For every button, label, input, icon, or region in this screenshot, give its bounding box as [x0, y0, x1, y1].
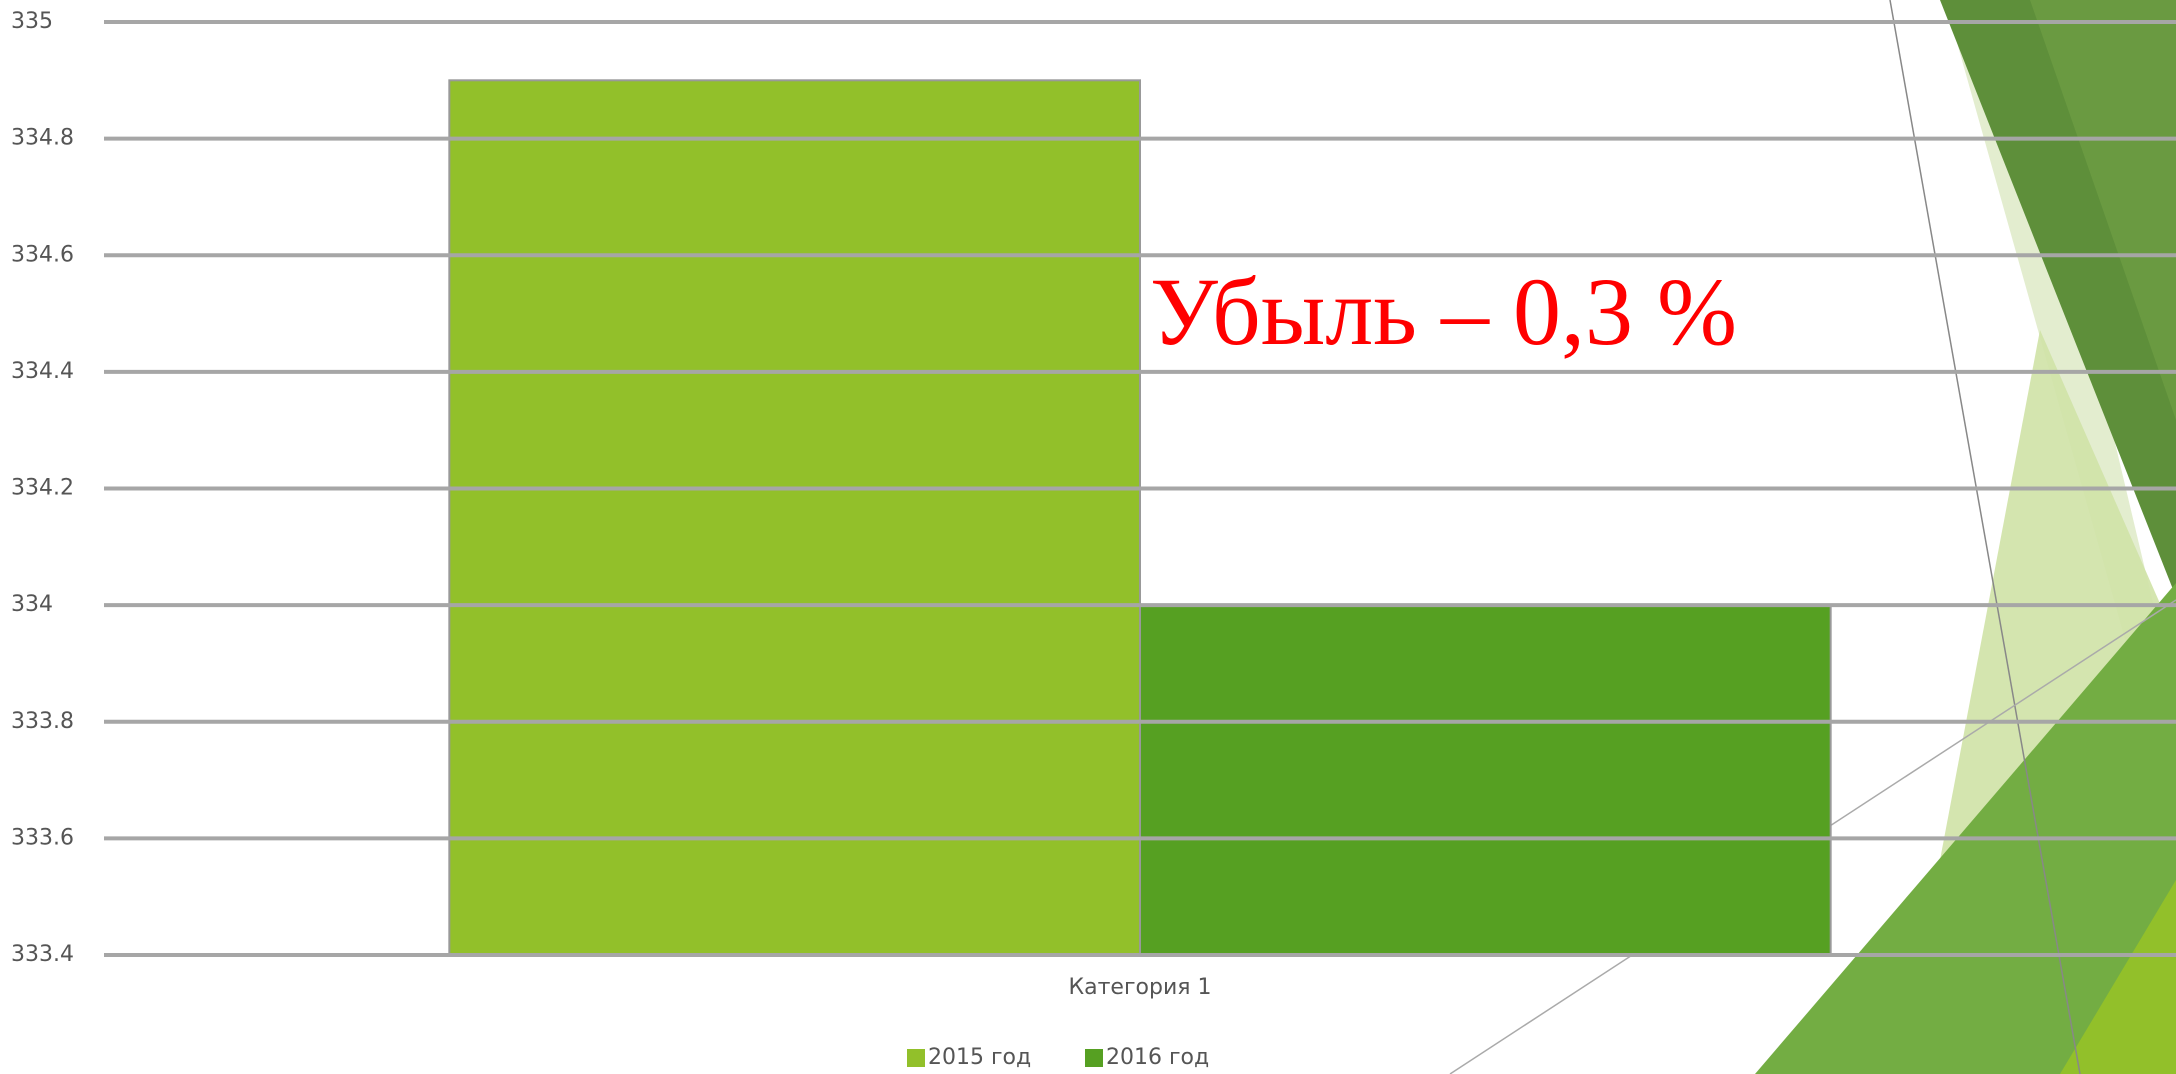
decor-triangle [1755, 583, 2176, 1074]
x-tick-label: Категория 1 [1069, 975, 1212, 1000]
decor-triangle [2060, 880, 2176, 1074]
decoration [1449, 0, 2176, 1074]
legend-label: 2015 год [928, 1045, 1031, 1070]
legend-swatch [1085, 1049, 1103, 1067]
y-tick-label: 335 [11, 9, 53, 34]
legend-swatch [907, 1049, 925, 1067]
y-tick-label: 334.8 [11, 126, 74, 151]
y-tick-label: 333.4 [11, 942, 74, 967]
bar [1139, 604, 1832, 956]
decor-triangle [2030, 0, 2176, 420]
y-tick-label: 334 [11, 592, 53, 617]
legend-label: 2016 год [1106, 1045, 1209, 1070]
y-tick-label: 334.6 [11, 242, 74, 267]
y-tick-label: 334.2 [11, 476, 74, 501]
decor-line [1889, 0, 2081, 1074]
y-tick-label: 334.4 [11, 359, 74, 384]
y-tick-label: 333.8 [11, 709, 74, 734]
annotation: Убыль – 0,3 % [1150, 258, 1737, 365]
y-tick-label: 333.6 [11, 825, 74, 850]
bar [448, 79, 1142, 956]
